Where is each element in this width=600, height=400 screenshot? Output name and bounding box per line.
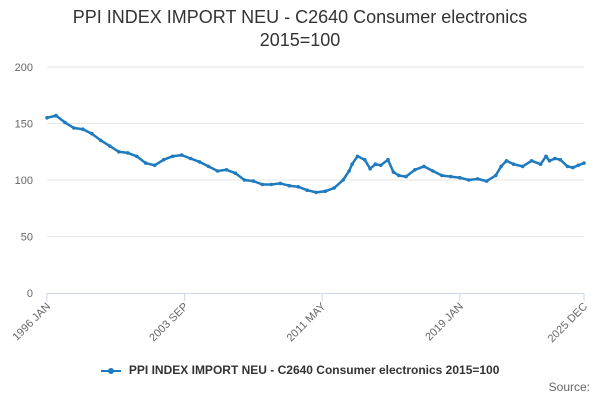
data-point[interactable] (81, 127, 85, 131)
data-point[interactable] (170, 154, 175, 159)
legend[interactable]: PPI INDEX IMPORT NEU - C2640 Consumer el… (0, 363, 600, 377)
data-point[interactable] (143, 161, 148, 165)
data-point[interactable] (278, 181, 283, 186)
data-point[interactable] (341, 178, 345, 182)
x-tick-label-1: 2003 SEP (147, 301, 191, 345)
data-point[interactable] (504, 159, 509, 163)
data-point[interactable] (72, 126, 76, 130)
data-point[interactable] (350, 162, 354, 166)
data-point[interactable] (269, 182, 274, 187)
data-point[interactable] (565, 164, 570, 169)
data-point[interactable] (224, 168, 229, 172)
data-point[interactable] (197, 160, 202, 164)
x-tick-label-0: 1996 JAN (10, 301, 53, 344)
data-point[interactable] (251, 179, 256, 183)
data-point[interactable] (440, 173, 444, 178)
data-point[interactable] (467, 178, 471, 182)
data-point[interactable] (413, 168, 417, 172)
data-point[interactable] (296, 185, 301, 189)
y-tick-label-50: 50 (21, 232, 33, 244)
data-point[interactable] (558, 157, 563, 162)
data-point[interactable] (117, 150, 121, 154)
data-point[interactable] (332, 186, 337, 190)
data-point[interactable] (134, 154, 139, 159)
data-point[interactable] (571, 165, 575, 170)
data-point[interactable] (90, 131, 94, 136)
data-point[interactable] (368, 166, 372, 171)
data-point[interactable] (511, 162, 516, 166)
y-tick-label-200: 200 (15, 62, 33, 74)
data-point[interactable] (305, 188, 310, 192)
data-point[interactable] (126, 151, 130, 155)
chart-title-line-2: 2015=100 (259, 30, 341, 50)
series-layer (45, 113, 586, 195)
data-point[interactable] (582, 161, 586, 165)
data-point[interactable] (475, 177, 480, 181)
data-point[interactable] (404, 174, 408, 179)
data-point[interactable] (179, 153, 184, 157)
data-point[interactable] (63, 120, 67, 125)
x-tick-label-2: 2011 MAY (285, 300, 329, 344)
data-point[interactable] (108, 144, 112, 148)
gridlines (47, 66, 584, 237)
data-point[interactable] (287, 183, 292, 188)
data-point[interactable] (397, 173, 401, 178)
data-point[interactable] (386, 157, 390, 162)
legend-series-label: PPI INDEX IMPORT NEU - C2640 Consumer el… (128, 363, 500, 377)
data-point[interactable] (355, 154, 360, 159)
data-point[interactable] (529, 159, 534, 163)
data-point[interactable] (553, 156, 557, 161)
data-point[interactable] (458, 175, 462, 180)
data-point[interactable] (188, 156, 193, 161)
data-point[interactable] (314, 190, 319, 195)
source-label: Source: (548, 380, 590, 394)
chart-title: PPI INDEX IMPORT NEU - C2640 Consumer el… (0, 6, 600, 52)
data-point[interactable] (99, 138, 103, 143)
data-point[interactable] (544, 154, 548, 159)
data-point[interactable] (260, 182, 265, 187)
data-point[interactable] (152, 163, 157, 168)
data-point[interactable] (323, 189, 328, 194)
data-point[interactable] (161, 157, 166, 162)
data-point[interactable] (493, 173, 498, 178)
data-point[interactable] (499, 164, 503, 169)
data-point[interactable] (379, 163, 383, 168)
data-point[interactable] (347, 169, 351, 173)
x-tick-label-3: 2019 JAN (423, 301, 466, 344)
data-point[interactable] (215, 169, 220, 173)
data-point[interactable] (54, 113, 58, 118)
y-axis-labels: 0 50 100 150 200 (15, 62, 33, 300)
data-point[interactable] (362, 157, 367, 162)
y-tick-label-100: 100 (15, 175, 33, 187)
data-point[interactable] (431, 169, 435, 173)
legend-series-marker-icon (100, 366, 121, 376)
data-point[interactable] (233, 171, 238, 175)
data-point[interactable] (422, 164, 426, 169)
data-point[interactable] (538, 162, 543, 166)
data-point[interactable] (576, 163, 581, 168)
x-axis: 1996 JAN 2003 SEP 2011 MAY 2019 JAN 2025 DEC (10, 293, 590, 345)
data-point[interactable] (242, 178, 247, 182)
y-tick-label-0: 0 (27, 288, 33, 300)
data-point[interactable] (520, 164, 525, 169)
x-tick-label-4: 2025 DEC (546, 301, 590, 345)
data-point[interactable] (391, 170, 396, 174)
data-point[interactable] (449, 174, 453, 179)
data-point[interactable] (547, 159, 552, 163)
data-point[interactable] (373, 162, 378, 166)
chart-title-line-1: PPI INDEX IMPORT NEU - C2640 Consumer el… (72, 7, 528, 27)
data-point[interactable] (45, 116, 49, 120)
y-tick-label-150: 150 (15, 119, 33, 131)
data-point[interactable] (484, 179, 489, 183)
data-point[interactable] (206, 164, 211, 169)
